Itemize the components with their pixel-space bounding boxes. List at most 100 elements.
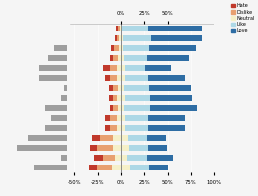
Bar xyxy=(48,55,67,61)
Bar xyxy=(89,164,97,171)
Bar xyxy=(125,95,150,101)
Bar xyxy=(97,164,112,171)
Bar xyxy=(92,135,100,141)
Bar xyxy=(117,95,121,101)
Bar xyxy=(118,85,121,91)
Bar xyxy=(119,45,121,51)
Bar xyxy=(150,105,197,111)
Bar xyxy=(126,155,147,161)
Bar xyxy=(39,75,67,81)
Bar xyxy=(121,25,122,32)
Bar xyxy=(90,145,97,151)
Bar xyxy=(100,135,114,141)
Bar xyxy=(147,155,173,161)
Bar xyxy=(130,164,149,171)
Bar xyxy=(121,135,128,141)
Bar xyxy=(125,125,148,131)
Bar xyxy=(121,55,124,61)
Bar xyxy=(148,25,203,32)
Bar xyxy=(117,125,121,131)
Bar xyxy=(45,125,67,131)
Bar xyxy=(125,115,148,121)
Bar xyxy=(112,145,121,151)
Bar xyxy=(149,85,191,91)
Bar xyxy=(114,55,118,61)
Bar xyxy=(123,45,149,51)
Bar xyxy=(121,164,130,171)
Bar xyxy=(105,75,110,81)
Bar xyxy=(112,164,121,171)
Bar xyxy=(117,75,121,81)
Bar xyxy=(61,155,67,161)
Bar xyxy=(121,75,125,81)
Bar xyxy=(148,75,185,81)
Bar xyxy=(51,115,67,121)
Bar xyxy=(119,35,121,41)
Bar xyxy=(109,85,113,91)
Bar xyxy=(109,95,112,101)
Bar xyxy=(110,75,117,81)
Bar xyxy=(148,115,185,121)
Bar xyxy=(148,145,167,151)
Bar xyxy=(121,125,125,131)
Bar xyxy=(103,65,110,71)
Bar xyxy=(121,85,124,91)
Legend: Hate, Dislike, Neutral, Like, Love: Hate, Dislike, Neutral, Like, Love xyxy=(230,2,256,34)
Bar xyxy=(121,155,126,161)
Bar xyxy=(110,105,113,111)
Bar xyxy=(34,164,67,171)
Bar xyxy=(129,145,148,151)
Bar xyxy=(122,25,148,32)
Bar xyxy=(110,55,114,61)
Bar xyxy=(113,105,118,111)
Bar xyxy=(117,115,121,121)
Bar xyxy=(64,85,67,91)
Bar xyxy=(114,45,119,51)
Bar xyxy=(151,35,202,41)
Bar xyxy=(54,45,67,51)
Bar xyxy=(148,125,185,131)
Bar xyxy=(115,155,121,161)
Bar xyxy=(61,95,67,101)
Bar xyxy=(150,95,192,101)
Bar xyxy=(110,115,117,121)
Bar xyxy=(114,135,121,141)
Bar xyxy=(118,25,119,32)
Bar xyxy=(103,155,115,161)
Bar xyxy=(112,95,117,101)
Bar xyxy=(94,155,103,161)
Bar xyxy=(124,105,150,111)
Bar xyxy=(121,115,125,121)
Bar xyxy=(117,35,119,41)
Bar xyxy=(147,135,166,141)
Bar xyxy=(105,115,110,121)
Bar xyxy=(105,125,110,131)
Bar xyxy=(145,65,171,71)
Bar xyxy=(125,75,148,81)
Bar xyxy=(118,55,121,61)
Bar xyxy=(97,145,112,151)
Bar xyxy=(115,35,117,41)
Bar xyxy=(121,105,124,111)
Bar xyxy=(39,65,67,71)
Bar xyxy=(128,135,147,141)
Bar xyxy=(121,95,125,101)
Bar xyxy=(28,135,67,141)
Bar xyxy=(147,55,189,61)
Bar xyxy=(124,55,147,61)
Bar xyxy=(123,35,151,41)
Bar xyxy=(121,45,123,51)
Bar xyxy=(17,145,67,151)
Bar xyxy=(111,45,114,51)
Bar xyxy=(119,25,121,32)
Bar xyxy=(149,164,167,171)
Bar xyxy=(117,65,121,71)
Bar xyxy=(121,65,125,71)
Bar xyxy=(124,85,149,91)
Bar xyxy=(149,45,196,51)
Bar xyxy=(113,85,118,91)
Bar xyxy=(45,105,67,111)
Bar xyxy=(121,35,123,41)
Bar xyxy=(110,125,117,131)
Bar xyxy=(118,105,121,111)
